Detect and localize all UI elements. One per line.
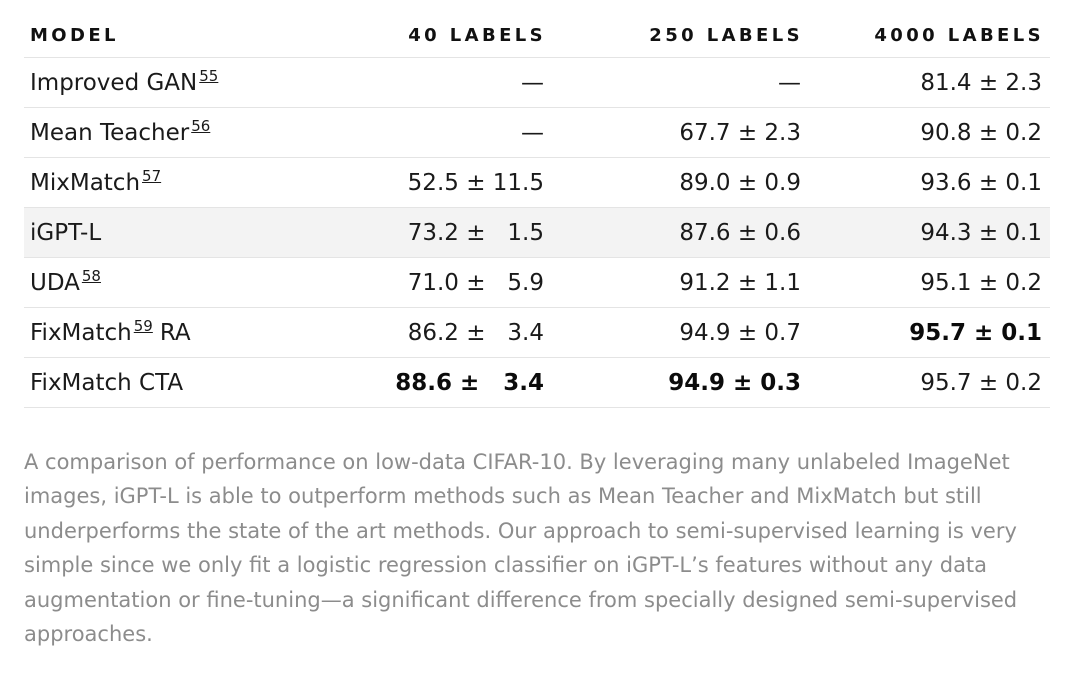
value-4000-labels: 95.7 ± 0.2 [809, 357, 1050, 408]
value-40-labels: — [304, 107, 552, 158]
header-model-label: MODEL [30, 25, 119, 46]
value-4000-labels: 95.1 ± 0.2 [809, 257, 1050, 308]
value-250-labels: 89.0 ± 0.9 [552, 157, 809, 208]
value-250-labels: 91.2 ± 1.1 [552, 257, 809, 308]
value-4000-labels: 90.8 ± 0.2 [809, 107, 1050, 158]
value-40-labels: — [304, 57, 552, 108]
reference-link[interactable]: 57 [142, 166, 162, 185]
header-4000-labels: 4000 LABELS [809, 0, 1050, 58]
model-name: Improved GAN [30, 69, 198, 96]
value-250-labels: — [552, 57, 809, 108]
value-4000-labels: 94.3 ± 0.1 [809, 207, 1050, 258]
value-4000-labels: 81.4 ± 2.3 [809, 57, 1050, 108]
value-250-labels: 94.9 ± 0.7 [552, 307, 809, 358]
value-4000-labels: 93.6 ± 0.1 [809, 157, 1050, 208]
table-header-row: MODEL 40 LABELS 250 LABELS 4000 LABELS [24, 0, 1050, 58]
table-caption: A comparison of performance on low-data … [24, 450, 1018, 647]
table-row: FixMatch CTA 88.6 ± 3.4 94.9 ± 0.3 95.7 … [24, 357, 1050, 408]
model-cell: Improved GAN 55 [24, 57, 304, 108]
table-row: Improved GAN 55 — — 81.4 ± 2.3 [24, 57, 1050, 108]
model-name: MixMatch [30, 169, 141, 196]
model-name: FixMatch [30, 319, 132, 346]
model-cell: Mean Teacher 56 [24, 107, 304, 158]
reference-link[interactable]: 59 [133, 316, 153, 335]
value-250-labels: 67.7 ± 2.3 [552, 107, 809, 158]
model-name: FixMatch CTA [30, 369, 184, 396]
table-row-highlighted: iGPT-L 73.2 ± 1.5 87.6 ± 0.6 94.3 ± 0.1 [24, 207, 1050, 258]
model-cell: iGPT-L [24, 207, 304, 258]
header-4000-labels-label: 4000 LABELS [874, 25, 1044, 46]
value-40-labels: 52.5 ± 11.5 [304, 157, 552, 208]
model-cell: FixMatch CTA [24, 357, 304, 408]
header-40-labels-label: 40 LABELS [408, 25, 546, 46]
table-row: MixMatch 57 52.5 ± 11.5 89.0 ± 0.9 93.6 ±… [24, 157, 1050, 208]
header-40-labels: 40 LABELS [304, 0, 552, 58]
value-4000-labels-best: 95.7 ± 0.1 [809, 307, 1050, 358]
header-250-labels: 250 LABELS [552, 0, 809, 58]
results-table: MODEL 40 LABELS 250 LABELS 4000 LABELS I… [24, 0, 1050, 408]
value-40-labels-best: 88.6 ± 3.4 [304, 357, 552, 408]
model-cell: MixMatch 57 [24, 157, 304, 208]
value-40-labels: 73.2 ± 1.5 [304, 207, 552, 258]
value-250-labels: 87.6 ± 0.6 [552, 207, 809, 258]
model-cell: UDA 58 [24, 257, 304, 308]
value-250-labels-best: 94.9 ± 0.3 [552, 357, 809, 408]
model-name: Mean Teacher [30, 119, 190, 146]
reference-link[interactable]: 58 [81, 266, 101, 285]
model-name: UDA [30, 269, 80, 296]
header-250-labels-label: 250 LABELS [649, 25, 803, 46]
value-40-labels: 86.2 ± 3.4 [304, 307, 552, 358]
results-table-container: MODEL 40 LABELS 250 LABELS 4000 LABELS I… [24, 0, 1050, 408]
model-name: iGPT-L [30, 219, 102, 246]
model-name-suffix: RA [159, 319, 191, 346]
header-model: MODEL [24, 0, 304, 58]
reference-link[interactable]: 56 [191, 116, 211, 135]
model-cell: FixMatch 59 RA [24, 307, 304, 358]
table-row: Mean Teacher 56 — 67.7 ± 2.3 90.8 ± 0.2 [24, 107, 1050, 158]
reference-link[interactable]: 55 [199, 66, 219, 85]
table-row: FixMatch 59 RA 86.2 ± 3.4 94.9 ± 0.7 95.7 … [24, 307, 1050, 358]
table-row: UDA 58 71.0 ± 5.9 91.2 ± 1.1 95.1 ± 0.2 [24, 257, 1050, 308]
value-40-labels: 71.0 ± 5.9 [304, 257, 552, 308]
